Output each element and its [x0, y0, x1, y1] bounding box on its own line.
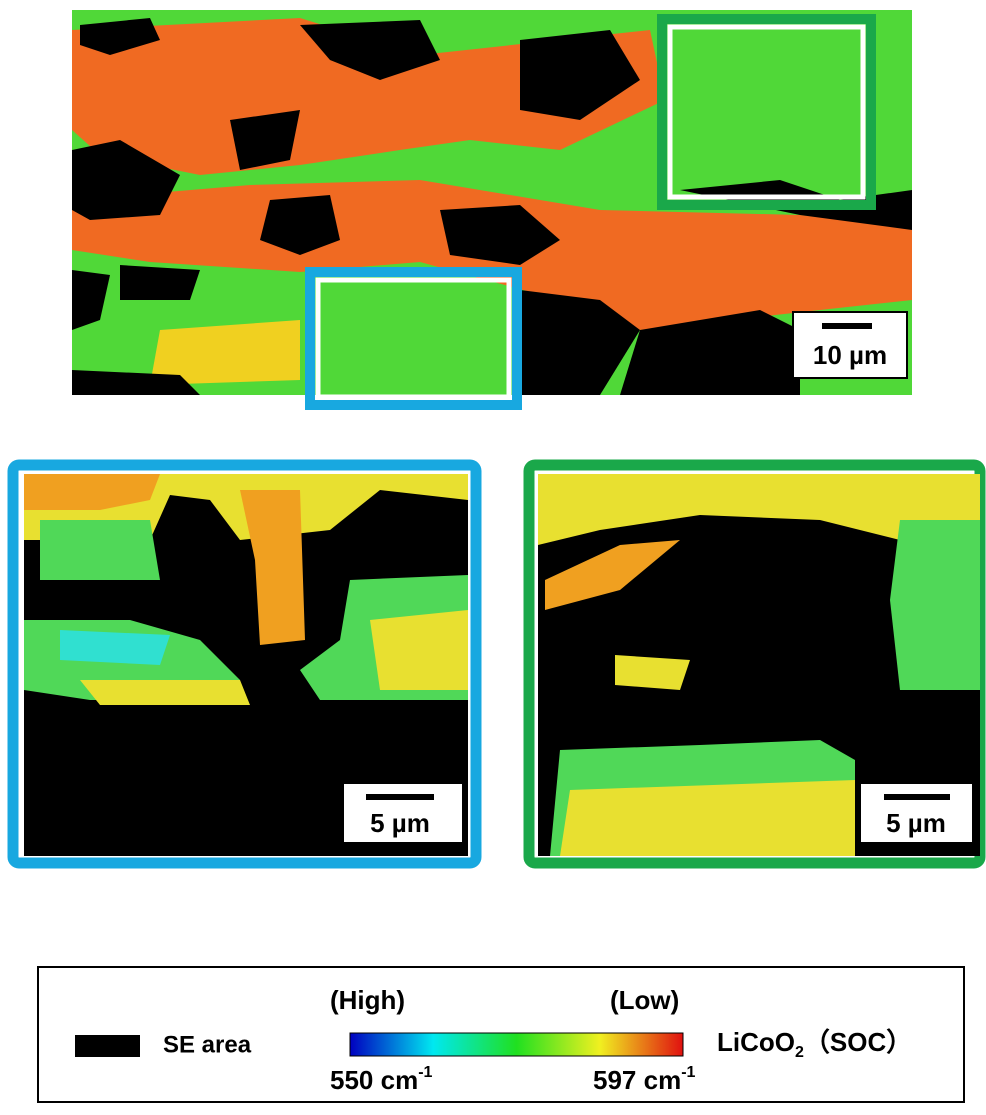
low-label: (Low): [610, 985, 679, 1015]
high-label: (High): [330, 985, 405, 1015]
figure: 10 µm 5 µm 5 µm SE area (High) (Low) 550…: [0, 0, 986, 1115]
material-sub: 2: [795, 1044, 804, 1061]
scale-label: 10 µm: [813, 340, 887, 370]
scale-label: 5 µm: [370, 808, 430, 838]
se-label: SE area: [163, 1031, 252, 1058]
scale-bar: [884, 794, 950, 800]
min-text: 550 cm: [330, 1065, 418, 1095]
scale-label: 5 µm: [886, 808, 946, 838]
min-label: 550 cm-1: [330, 1064, 433, 1095]
max-sup: -1: [681, 1064, 695, 1081]
colorbar: [350, 1033, 683, 1056]
scale-bar: [366, 794, 434, 800]
min-sup: -1: [418, 1064, 432, 1081]
material-label: LiCoO2（SOC）: [717, 1027, 912, 1061]
material-suffix: （SOC）: [804, 1027, 912, 1057]
max-text: 597 cm: [593, 1065, 681, 1095]
se-swatch: [75, 1035, 140, 1057]
max-label: 597 cm-1: [593, 1064, 696, 1095]
material-text: LiCoO: [717, 1027, 795, 1057]
scale-bar: [822, 323, 872, 329]
